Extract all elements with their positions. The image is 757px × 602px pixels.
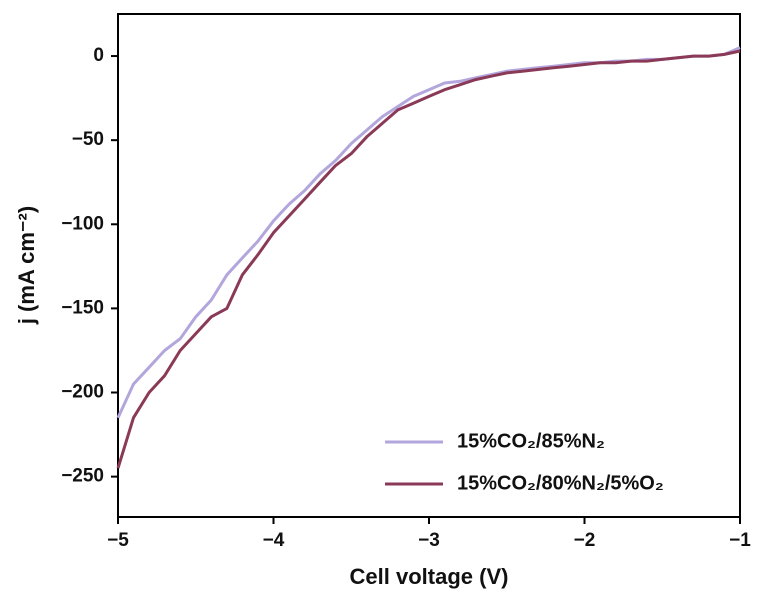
y-tick-label: −100 xyxy=(61,213,104,234)
y-tick-label: −150 xyxy=(61,297,104,318)
x-tick-label: −1 xyxy=(729,530,751,551)
y-axis-title: j (mA cm⁻²) xyxy=(14,206,39,325)
x-tick-label: −2 xyxy=(574,530,596,551)
y-tick-label: 0 xyxy=(93,45,104,66)
legend-label: 15%CO₂/85%N₂ xyxy=(457,430,605,452)
y-tick-label: −200 xyxy=(61,382,104,403)
x-tick-label: −5 xyxy=(107,530,129,551)
x-axis-title: Cell voltage (V) xyxy=(350,564,509,589)
x-tick-label: −4 xyxy=(263,530,285,551)
data-line xyxy=(116,46,741,419)
x-tick-label: −3 xyxy=(418,530,440,551)
y-tick-label: −50 xyxy=(72,129,104,150)
legend-label: 15%CO₂/80%N₂/5%O₂ xyxy=(457,472,664,494)
y-tick-label: −250 xyxy=(61,466,104,487)
data-line xyxy=(116,49,741,469)
